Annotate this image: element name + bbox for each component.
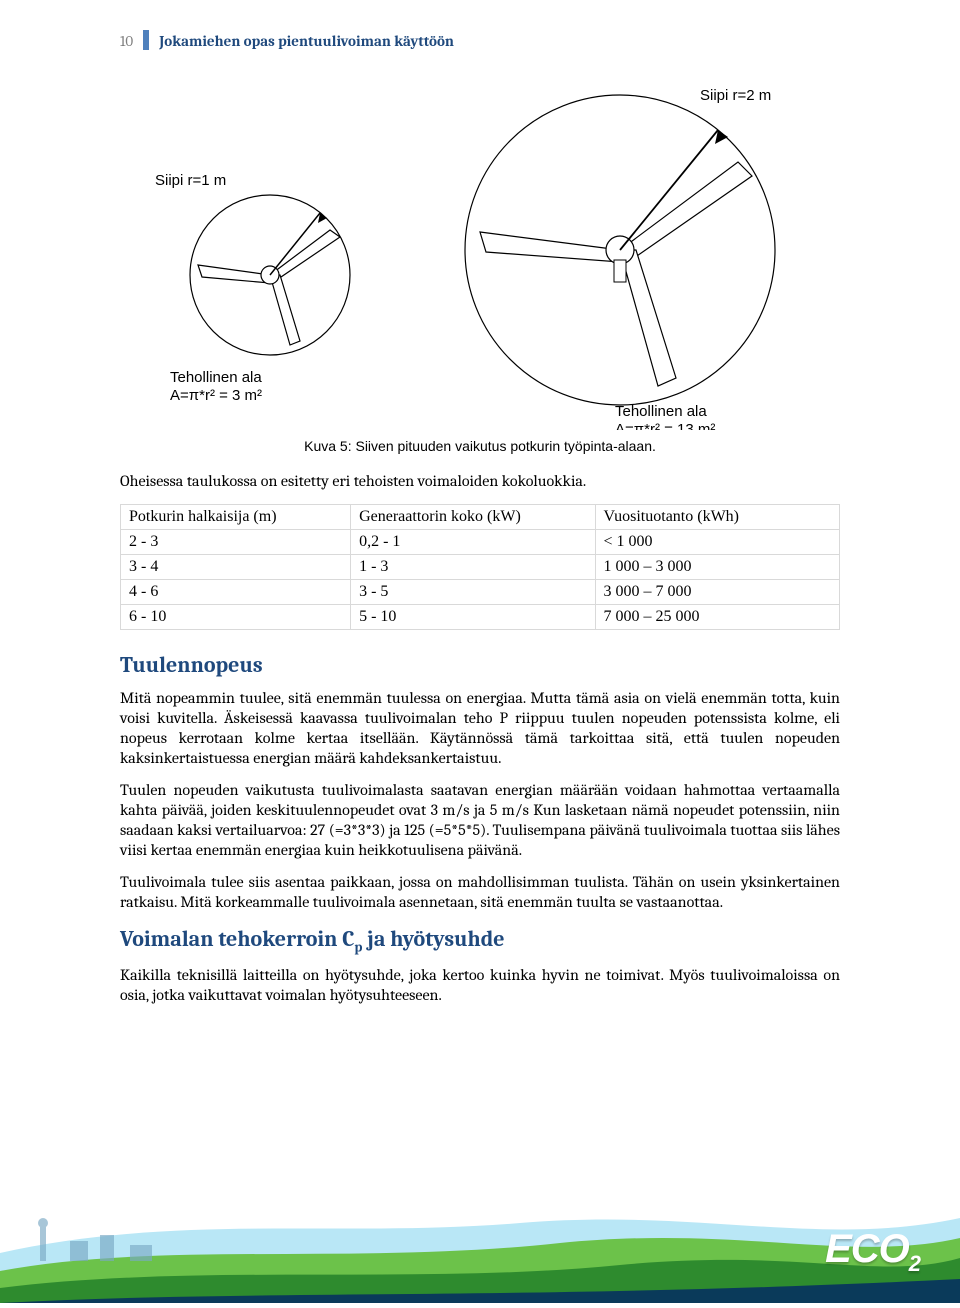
turbine-left-svg: Siipi r=1 m Tehollinen ala A=π*r² = 3 m² [130, 100, 390, 400]
eco2-logo: ECO2 [825, 1227, 920, 1277]
col-header: Vuosituotanto (kWh) [595, 505, 839, 530]
table-row: 6 - 10 5 - 10 7 000 – 25 000 [121, 605, 840, 630]
page-content: 10 Jokamiehen opas pientuulivoiman käytt… [0, 0, 960, 1005]
turbine-blades-right [480, 162, 752, 386]
footer-wave-svg [0, 1193, 960, 1303]
table-cell: 3 - 4 [121, 555, 351, 580]
col-header: Generaattorin koko (kW) [351, 505, 595, 530]
paragraph: Tuulen nopeuden vaikutusta tuulivoimalas… [120, 780, 840, 860]
table-row: 4 - 6 3 - 5 3 000 – 7 000 [121, 580, 840, 605]
table-cell: < 1 000 [595, 530, 839, 555]
paragraph: Kaikilla teknisillä laitteilla on hyötys… [120, 965, 840, 1005]
table-cell: 5 - 10 [351, 605, 595, 630]
document-title: Jokamiehen opas pientuulivoiman käyttöön [159, 30, 454, 50]
blade-label-left: Siipi r=1 m [155, 172, 226, 189]
table-cell: 3 000 – 7 000 [595, 580, 839, 605]
table-cell: 6 - 10 [121, 605, 351, 630]
col-header: Potkurin halkaisija (m) [121, 505, 351, 530]
area-label-right-1: Tehollinen ala [615, 403, 707, 420]
table-cell: 2 - 3 [121, 530, 351, 555]
table-row: 3 - 4 1 - 3 1 000 – 3 000 [121, 555, 840, 580]
page-number: 10 [120, 30, 133, 50]
logo-subscript: 2 [909, 1251, 920, 1276]
logo-text: ECO [825, 1227, 909, 1271]
turbine-blades-left [198, 230, 340, 345]
page-header: 10 Jokamiehen opas pientuulivoiman käytt… [120, 30, 840, 50]
table-header-row: Potkurin halkaisija (m) Generaattorin ko… [121, 505, 840, 530]
table-cell: 0,2 - 1 [351, 530, 595, 555]
paragraph: Tuulivoimala tulee siis asentaa paikkaan… [120, 872, 840, 912]
figure-caption: Kuva 5: Siiven pituuden vaikutus potkuri… [120, 438, 840, 454]
table-cell: 1 000 – 3 000 [595, 555, 839, 580]
area-label-left-1: Tehollinen ala [170, 369, 262, 386]
area-label-left-2: A=π*r² = 3 m² [170, 387, 262, 400]
table-cell: 3 - 5 [351, 580, 595, 605]
table-body: 2 - 3 0,2 - 1 < 1 000 3 - 4 1 - 3 1 000 … [121, 530, 840, 630]
section-heading-tehokerroin: Voimalan tehokerroin Cp ja hyötysuhde [120, 926, 840, 955]
heading-suffix: ja hyötysuhde [362, 926, 504, 952]
header-accent-bar [143, 30, 149, 50]
turbine-right-svg: Siipi r=2 m Tehollinen ala A=π*r² = 13 m… [390, 70, 830, 430]
table-cell: 1 - 3 [351, 555, 595, 580]
table-intro: Oheisessa taulukossa on esitetty eri teh… [120, 472, 840, 490]
heading-prefix: Voimalan tehokerroin C [120, 926, 354, 952]
power-table: Potkurin halkaisija (m) Generaattorin ko… [120, 504, 840, 630]
table-row: 2 - 3 0,2 - 1 < 1 000 [121, 530, 840, 555]
turbine-diagram: Siipi r=1 m Tehollinen ala A=π*r² = 3 m² [120, 70, 840, 454]
area-label-right-2: A=π*r² = 13 m² [615, 421, 715, 430]
paragraph: Mitä nopeammin tuulee, sitä enemmän tuul… [120, 688, 840, 768]
section-heading-tuulennopeus: Tuulennopeus [120, 652, 840, 678]
table-cell: 4 - 6 [121, 580, 351, 605]
table-cell: 7 000 – 25 000 [595, 605, 839, 630]
footer-band: ECO2 [0, 1193, 960, 1303]
blade-label-right: Siipi r=2 m [700, 87, 771, 104]
